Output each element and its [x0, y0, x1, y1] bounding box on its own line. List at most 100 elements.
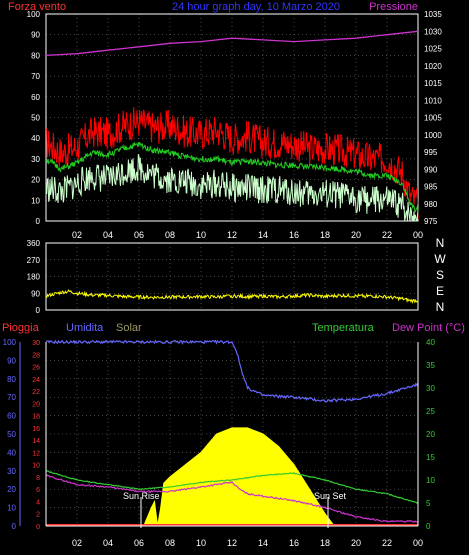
y-tick-right: 1000	[424, 131, 442, 140]
x-tick-label: 00	[413, 538, 423, 548]
y-tick-right: 975	[424, 217, 438, 226]
y-tick-humidity: 40	[7, 448, 16, 457]
y-tick-rain: 20	[32, 401, 40, 408]
top-left-label: Forza vento	[8, 1, 66, 13]
y-tick-temp: 15	[426, 453, 435, 462]
x-tick-label: 14	[258, 230, 268, 240]
series-dewpoint	[45, 474, 419, 523]
x-tick-label: 08	[165, 538, 175, 548]
x-tick-label: 02	[72, 230, 82, 240]
plot-frame	[45, 13, 419, 222]
top-panel: Forza vento 24 hour graph day, 10 Marzo …	[8, 1, 442, 240]
y-tick-temp: 10	[426, 476, 435, 485]
y-tick-rain: 2	[36, 512, 40, 519]
y-tick-right: 1005	[424, 114, 442, 123]
legend-solar: Solar	[116, 322, 142, 334]
y-tick-temp: 25	[426, 407, 435, 416]
legend-humidity: Umidita	[66, 322, 104, 334]
y-tick-humidity: 0	[12, 522, 17, 531]
sunrise-marker: Sun Rise	[123, 491, 160, 528]
y-tick-rain: 24	[32, 377, 40, 384]
y-tick-left: 20	[31, 176, 40, 185]
x-tick-label: 00	[413, 230, 423, 240]
bottom-axes: 0102030405060708090100024681012141618202…	[3, 338, 436, 548]
x-tick-label: 04	[103, 230, 113, 240]
y-tick-right: 1025	[424, 45, 442, 54]
y-tick-right: 1030	[424, 27, 442, 36]
y-tick-right: 1020	[424, 62, 442, 71]
y-tick-right: 1015	[424, 79, 442, 88]
y-tick-right: 995	[424, 148, 438, 157]
y-tick-humidity: 30	[7, 467, 16, 476]
sunrise-label: Sun Rise	[123, 491, 160, 501]
bottom-series	[45, 339, 419, 527]
legend-temperature: Temperatura	[312, 322, 375, 334]
top-axes: 0102030405060708090100975980985990995100…	[27, 10, 443, 240]
y-tick-humidity: 70	[7, 393, 16, 402]
x-tick-label: 04	[103, 538, 113, 548]
y-tick-humidity: 50	[7, 430, 16, 439]
series-wind-avg	[45, 141, 419, 213]
y-tick-humidity: 10	[7, 504, 16, 513]
top-series	[45, 30, 419, 222]
x-tick-label: 10	[196, 538, 206, 548]
y-tick-temp: 20	[426, 430, 435, 439]
x-tick-label: 06	[134, 538, 144, 548]
y-tick-rain: 16	[32, 426, 40, 433]
y-tick-rain: 22	[32, 389, 40, 396]
y-tick-rain: 8	[36, 475, 40, 482]
plot-frame	[45, 242, 419, 311]
x-tick-label: 10	[196, 230, 206, 240]
y-tick-humidity: 100	[3, 338, 17, 347]
compass-letter: E	[436, 284, 444, 298]
chart-title: 24 hour graph day, 10 Marzo 2020	[172, 1, 340, 13]
y-tick-temp: 40	[426, 338, 435, 347]
sunset-label: Sun Set	[314, 491, 347, 501]
series-humidity	[45, 339, 419, 403]
y-tick-left: 30	[31, 155, 40, 164]
middle-series	[45, 289, 419, 304]
x-tick-label: 20	[351, 230, 361, 240]
y-tick-temp: 5	[426, 499, 431, 508]
x-tick-label: 22	[382, 230, 392, 240]
y-tick-rain: 0	[36, 524, 40, 531]
y-tick-left: 60	[31, 93, 40, 102]
compass-letter: N	[436, 300, 445, 314]
y-tick-rain: 10	[32, 463, 40, 470]
legend-rain: Pioggia	[2, 322, 40, 334]
y-tick-right: 980	[424, 200, 438, 209]
y-tick-rain: 4	[36, 499, 40, 506]
y-tick-rain: 12	[32, 450, 40, 457]
compass-letter: W	[434, 252, 446, 266]
series-wind-min	[45, 153, 419, 222]
y-tick-left: 180	[27, 273, 41, 282]
y-tick-left: 0	[36, 217, 41, 226]
y-tick-humidity: 80	[7, 375, 16, 384]
y-tick-rain: 18	[32, 414, 40, 421]
y-tick-left: 360	[27, 239, 41, 248]
y-tick-left: 70	[31, 72, 40, 81]
y-tick-left: 90	[31, 289, 40, 298]
y-tick-rain: 28	[32, 352, 40, 359]
x-tick-label: 12	[227, 538, 237, 548]
x-tick-label: 18	[320, 538, 330, 548]
x-tick-label: 20	[351, 538, 361, 548]
x-tick-label: 22	[382, 538, 392, 548]
series-temperature	[45, 470, 418, 504]
y-tick-left: 270	[27, 256, 41, 265]
y-tick-left: 10	[31, 196, 40, 205]
y-tick-temp: 0	[426, 522, 431, 531]
series-direction	[45, 289, 419, 304]
x-tick-label: 16	[289, 230, 299, 240]
x-tick-label: 06	[134, 230, 144, 240]
y-tick-rain: 6	[36, 487, 40, 494]
bottom-panel: Pioggia Umidita Solar Temperatura Dew Po…	[2, 322, 465, 548]
top-right-label: Pressione	[369, 1, 418, 13]
y-tick-right: 990	[424, 165, 438, 174]
compass-letter: S	[436, 268, 444, 282]
y-tick-left: 90	[31, 31, 40, 40]
sunset-marker: Sun Set	[314, 491, 347, 528]
